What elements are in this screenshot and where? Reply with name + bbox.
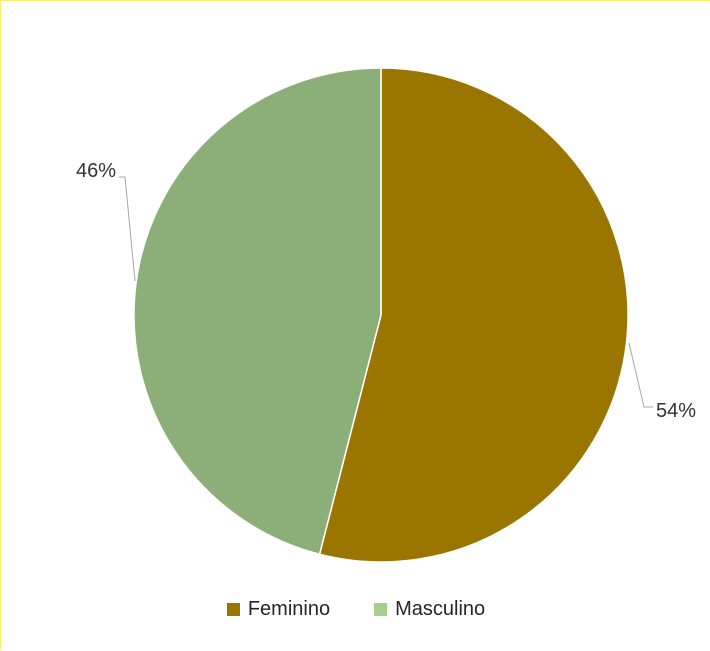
data-label-feminino: 54% <box>656 400 696 422</box>
legend: Feminino Masculino <box>1 598 710 621</box>
legend-swatch-feminino <box>226 603 240 616</box>
leader-line-masculino <box>119 176 136 282</box>
pie-slice-masculino <box>133 67 382 556</box>
legend-label-feminino: Feminino <box>247 598 331 620</box>
pie-slices <box>133 67 629 563</box>
leader-lines <box>119 176 653 408</box>
legend-label-masculino: Masculino <box>395 598 486 620</box>
legend-swatch-masculino <box>374 603 388 616</box>
legend-item-feminino: Feminino <box>226 598 331 621</box>
leader-line-feminino <box>628 342 653 408</box>
data-label-masculino: 46% <box>76 160 116 182</box>
pie-slice-feminino <box>318 67 629 563</box>
data-labels: 54% 46% <box>76 160 696 422</box>
legend-item-masculino: Masculino <box>374 598 485 621</box>
